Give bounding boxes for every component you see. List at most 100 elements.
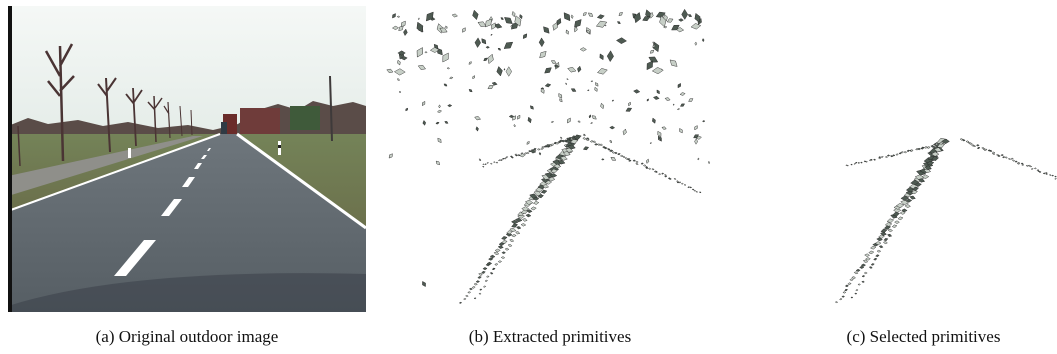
primitive-glyph <box>577 120 581 123</box>
primitive-glyph <box>666 18 674 23</box>
primitive-glyph <box>1033 167 1037 170</box>
primitive-glyph <box>854 292 858 295</box>
primitive-glyph <box>574 19 582 28</box>
primitive-glyph <box>918 178 926 183</box>
primitive-glyph <box>563 12 571 22</box>
primitive-glyph <box>1017 162 1021 165</box>
primitive-glyph <box>588 114 592 119</box>
caption-a: (a) Original outdoor image <box>95 327 279 346</box>
primitive-glyph <box>397 50 406 56</box>
primitive-glyph <box>483 285 487 288</box>
primitive-glyph <box>1054 178 1057 180</box>
primitive-glyph <box>597 68 608 75</box>
primitive-glyph <box>494 263 499 266</box>
primitive-glyph <box>869 158 873 161</box>
primitive-glyph <box>418 17 420 21</box>
primitive-glyph <box>517 114 521 120</box>
roadside-trees <box>17 43 193 167</box>
primitive-glyph <box>500 17 504 20</box>
primitive-glyph <box>614 151 618 155</box>
primitive-glyph <box>493 23 503 29</box>
primitive-glyph <box>501 251 506 255</box>
primitive-glyph <box>582 146 590 151</box>
primitive-glyph <box>694 41 698 46</box>
primitive-glyph <box>1004 156 1008 159</box>
primitives-scatter <box>386 8 710 304</box>
primitive-glyph <box>591 115 597 120</box>
primitive-glyph <box>934 142 939 146</box>
primitive-glyph <box>976 146 981 150</box>
primitive-glyph <box>590 80 594 83</box>
primitive-glyph <box>861 275 866 278</box>
left-edge-line <box>8 133 221 212</box>
road-scene-photo <box>8 6 366 312</box>
primitive-glyph <box>917 147 921 151</box>
primitive-glyph <box>894 220 900 224</box>
primitive-glyph <box>497 48 502 51</box>
primitive-glyph <box>543 26 550 34</box>
primitive-glyph <box>1014 160 1018 163</box>
primitive-glyph <box>511 234 517 238</box>
primitive-glyph <box>444 121 449 124</box>
primitive-glyph <box>526 141 530 145</box>
primitive-glyph <box>544 180 553 185</box>
primitive-glyph <box>900 151 904 154</box>
primitive-glyph <box>497 260 502 263</box>
primitive-glyph <box>499 159 503 161</box>
primitive-glyph <box>649 49 655 54</box>
primitive-glyph <box>570 88 577 92</box>
primitive-glyph <box>844 288 848 292</box>
primitive-glyph <box>468 89 473 93</box>
primitive-glyph <box>542 184 549 189</box>
primitive-glyph <box>708 160 710 165</box>
primitive-glyph <box>895 153 899 156</box>
primitive-glyph <box>553 64 560 68</box>
primitive-glyph <box>690 23 702 30</box>
primitive-glyph <box>652 41 655 44</box>
primitive-glyph <box>490 162 493 165</box>
primitive-glyph <box>491 22 496 30</box>
primitive-glyph <box>475 280 480 283</box>
primitive-glyph <box>931 144 936 147</box>
primitive-glyph <box>648 56 659 63</box>
primitive-glyph <box>646 98 649 102</box>
primitive-glyph <box>611 151 616 154</box>
primitive-glyph <box>627 158 631 161</box>
primitive-glyph <box>900 199 909 205</box>
primitive-glyph <box>1038 171 1042 173</box>
primitive-glyph <box>494 248 501 253</box>
primitive-glyph <box>1042 172 1046 175</box>
primitive-glyph <box>984 148 988 151</box>
primitive-glyph <box>875 241 882 246</box>
primitive-glyph <box>981 147 985 150</box>
primitive-glyph <box>522 218 528 222</box>
primitive-glyph <box>931 151 940 157</box>
primitive-glyph <box>649 142 652 144</box>
primitive-glyph <box>661 172 665 175</box>
primitive-glyph <box>859 265 865 269</box>
primitive-glyph <box>617 153 621 156</box>
primitive-glyph <box>524 199 534 205</box>
primitive-glyph <box>677 108 680 111</box>
primitive-glyph <box>586 30 591 34</box>
primitive-glyph <box>923 168 932 174</box>
primitive-glyph <box>607 148 611 151</box>
primitive-glyph <box>530 206 537 211</box>
primitive-glyph <box>893 207 902 213</box>
primitive-glyph <box>1002 156 1006 159</box>
primitive-glyph <box>416 47 423 58</box>
primitive-glyph <box>467 291 472 294</box>
primitive-glyph <box>701 38 705 43</box>
primitive-glyph <box>672 103 675 106</box>
primitive-glyph <box>972 144 977 148</box>
primitive-glyph <box>489 254 496 259</box>
primitive-glyph <box>595 20 608 28</box>
primitive-glyph <box>878 234 885 239</box>
primitive-glyph <box>632 159 636 162</box>
primitive-glyph <box>635 160 639 163</box>
primitive-glyph <box>635 163 639 165</box>
primitive-glyph <box>645 167 649 169</box>
primitive-glyph <box>618 11 623 17</box>
primitive-glyph <box>842 291 847 294</box>
primitive-glyph <box>438 104 441 109</box>
